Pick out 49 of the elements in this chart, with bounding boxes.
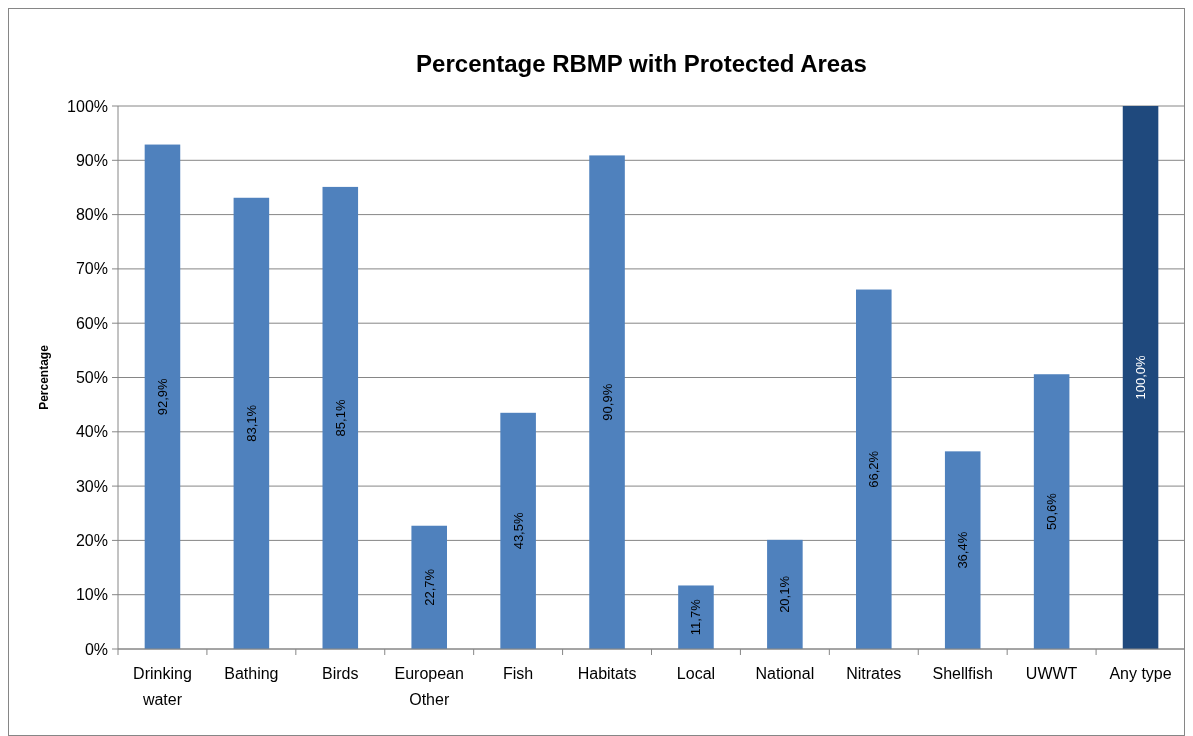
x-tick-label: Local bbox=[676, 665, 716, 682]
y-tick-label: 50% bbox=[75, 369, 108, 386]
bar bbox=[678, 585, 714, 649]
data-label: 43,5% bbox=[510, 512, 526, 550]
data-label: 85,1% bbox=[332, 399, 348, 437]
data-label: 22,7% bbox=[421, 568, 437, 606]
x-tick-label: Bathing bbox=[224, 665, 279, 682]
x-tick-label: Habitats bbox=[577, 665, 637, 682]
data-label: 83,1% bbox=[243, 404, 259, 442]
data-label: 20,1% bbox=[777, 575, 793, 613]
data-label: 66,2% bbox=[866, 450, 882, 488]
y-tick-label: 20% bbox=[75, 531, 108, 549]
data-label: 36,4% bbox=[955, 531, 971, 569]
y-tick-label: 60% bbox=[75, 314, 108, 332]
x-tick-label: Shellfish bbox=[932, 665, 993, 682]
y-tick-label: 0% bbox=[84, 640, 108, 658]
y-tick-label: 40% bbox=[75, 423, 108, 441]
data-label: 11,7% bbox=[688, 598, 704, 636]
x-tick-label: Nitrates bbox=[846, 665, 902, 682]
y-tick-label: 90% bbox=[75, 151, 108, 169]
y-tick-label: 80% bbox=[75, 206, 108, 224]
bar bbox=[944, 451, 981, 649]
y-tick-label: 30% bbox=[75, 477, 108, 495]
y-axis-title: Percentage bbox=[37, 344, 51, 410]
x-tick-label: Any type bbox=[1109, 665, 1172, 682]
data-label: 92,9% bbox=[154, 377, 170, 416]
bar bbox=[1033, 374, 1070, 649]
x-tick-label: Drinking water bbox=[133, 665, 192, 708]
x-tick-label: Fish bbox=[503, 665, 534, 682]
data-label: 50,6% bbox=[1044, 492, 1060, 531]
data-label: 100,0% bbox=[1133, 355, 1149, 400]
bar bbox=[1122, 106, 1159, 649]
bar bbox=[767, 539, 803, 649]
bar bbox=[411, 525, 447, 649]
bar bbox=[589, 155, 625, 649]
data-label: 90,9% bbox=[599, 383, 615, 421]
chart-title: Percentage RBMP with Protected Areas bbox=[416, 50, 867, 77]
y-tick-label: 70% bbox=[75, 260, 108, 278]
x-tick-label: Birds bbox=[322, 665, 359, 682]
y-tick-label: 100% bbox=[67, 97, 108, 115]
bar bbox=[233, 197, 270, 649]
bar bbox=[144, 144, 181, 649]
bar bbox=[322, 186, 359, 649]
bar bbox=[500, 412, 536, 649]
x-tick-label: National bbox=[755, 665, 815, 682]
y-tick-label: 10% bbox=[75, 586, 108, 604]
bar bbox=[856, 289, 892, 649]
x-tick-label: UWWT bbox=[1025, 665, 1078, 682]
x-tick-label: European Other bbox=[394, 665, 464, 708]
